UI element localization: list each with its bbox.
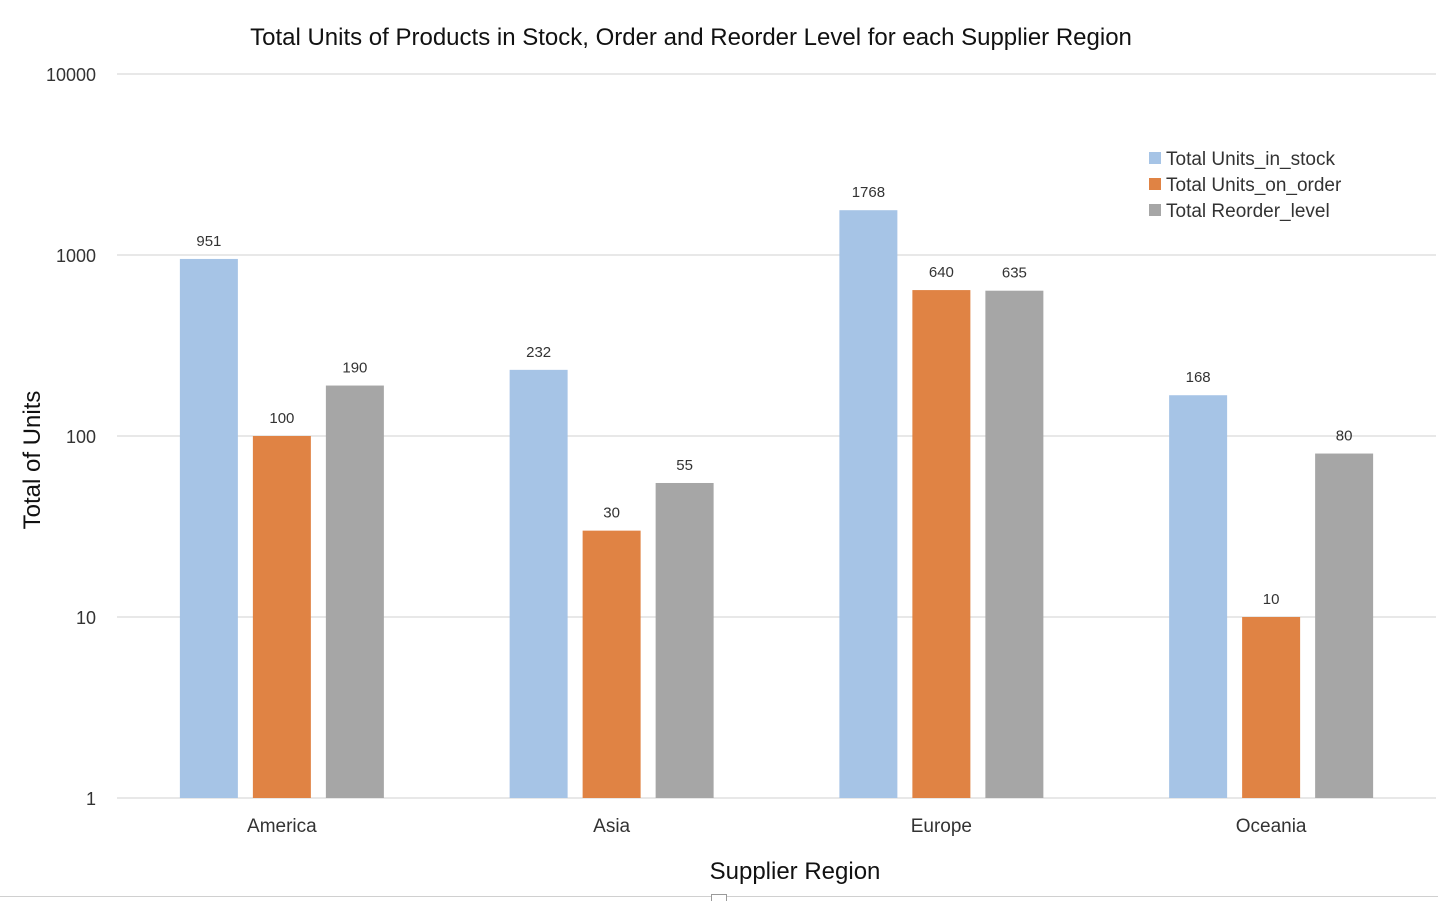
y-tick-label: 1000 bbox=[56, 246, 96, 266]
bar bbox=[912, 290, 971, 798]
data-label: 190 bbox=[342, 360, 367, 377]
bar bbox=[1315, 453, 1374, 798]
bar bbox=[655, 482, 714, 798]
data-label: 10 bbox=[1263, 591, 1280, 608]
y-tick-label: 10 bbox=[76, 608, 96, 628]
legend-label: Total Units_on_order bbox=[1166, 175, 1342, 196]
bar bbox=[252, 436, 311, 798]
x-tick-label: Europe bbox=[911, 816, 972, 837]
data-label: 30 bbox=[603, 505, 620, 522]
y-tick-label: 1 bbox=[86, 789, 96, 809]
bar bbox=[1169, 395, 1228, 798]
y-tick-label: 100 bbox=[66, 427, 96, 447]
bars bbox=[179, 210, 1374, 799]
data-label: 951 bbox=[196, 233, 221, 250]
legend: Total Units_in_stock Total Units_on_order… bbox=[1149, 149, 1342, 222]
legend-swatch bbox=[1149, 204, 1161, 216]
x-axis-title: Supplier Region bbox=[710, 858, 881, 885]
data-label: 1768 bbox=[852, 184, 885, 201]
data-label: 640 bbox=[929, 264, 954, 281]
legend-label: Total Reorder_level bbox=[1166, 201, 1330, 222]
x-tick-label: America bbox=[247, 816, 317, 837]
data-label: 168 bbox=[1186, 369, 1211, 386]
data-label: 80 bbox=[1336, 428, 1353, 445]
bar bbox=[985, 290, 1044, 798]
legend-label: Total Units_in_stock bbox=[1166, 149, 1335, 170]
bar bbox=[509, 369, 568, 798]
data-labels: 951 100 190 232 30 55 1768 640 635 168 10 80 bbox=[196, 184, 1352, 608]
bar bbox=[839, 210, 898, 799]
data-label: 55 bbox=[676, 457, 693, 474]
bar bbox=[325, 385, 384, 798]
y-tick-label: 10000 bbox=[46, 65, 96, 85]
chart-title: Total Units of Products in Stock, Order … bbox=[250, 24, 1132, 51]
data-label: 635 bbox=[1002, 265, 1027, 282]
y-axis-title: Total of Units bbox=[19, 391, 46, 530]
data-label: 100 bbox=[269, 410, 294, 427]
y-axis-ticks: 1 10 100 1000 10000 bbox=[46, 65, 96, 809]
x-axis-ticks: America Asia Europe Oceania bbox=[247, 816, 1307, 837]
bar bbox=[179, 258, 238, 798]
legend-swatch bbox=[1149, 178, 1161, 190]
bar bbox=[582, 530, 641, 798]
legend-swatch bbox=[1149, 152, 1161, 164]
bar bbox=[1242, 617, 1301, 798]
data-label: 232 bbox=[526, 344, 551, 361]
x-tick-label: Oceania bbox=[1236, 816, 1307, 837]
x-tick-label: Asia bbox=[593, 816, 630, 837]
